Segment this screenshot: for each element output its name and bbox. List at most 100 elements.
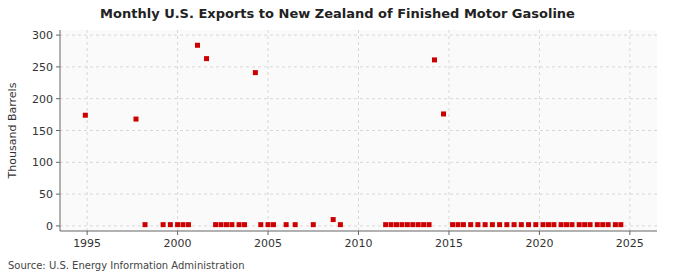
point — [237, 222, 242, 227]
point — [432, 57, 437, 62]
chart: 1995200020052010201520202025050100150200… — [0, 0, 675, 275]
point — [569, 222, 574, 227]
x-tick-label: 2025 — [616, 237, 644, 250]
x-grid-line — [629, 30, 630, 231]
axes: 1995200020052010201520202025050100150200… — [32, 29, 644, 250]
x-tick — [177, 231, 178, 235]
point — [526, 222, 531, 227]
point — [533, 222, 538, 227]
point — [504, 222, 509, 227]
point — [399, 222, 404, 227]
point — [483, 222, 488, 227]
y-tick-label: 0 — [46, 220, 53, 233]
point — [606, 222, 611, 227]
point — [559, 222, 564, 227]
point — [253, 70, 258, 75]
point — [595, 222, 600, 227]
x-tick — [358, 231, 359, 235]
plot-background — [60, 30, 657, 231]
x-tick-label: 1995 — [73, 237, 101, 250]
point — [229, 222, 234, 227]
point — [405, 222, 410, 227]
chart-container: 1995200020052010201520202025050100150200… — [0, 0, 675, 275]
point — [427, 222, 432, 227]
point — [577, 222, 582, 227]
y-tick — [56, 162, 60, 163]
point — [224, 222, 229, 227]
point — [519, 222, 524, 227]
point — [181, 222, 186, 227]
point — [456, 222, 461, 227]
y-tick-label: 150 — [32, 125, 53, 138]
points — [83, 43, 623, 227]
point — [213, 222, 218, 227]
point — [161, 222, 166, 227]
title: Monthly U.S. Exports to New Zealand of F… — [100, 6, 575, 21]
x-tick-label: 2010 — [345, 237, 373, 250]
point — [618, 222, 623, 227]
y-tick-label: 50 — [39, 188, 53, 201]
point — [219, 222, 224, 227]
point — [83, 113, 88, 118]
point — [475, 222, 480, 227]
y-tick — [56, 225, 60, 226]
point — [490, 222, 495, 227]
x-tick-label: 2020 — [525, 237, 553, 250]
y-tick — [56, 66, 60, 67]
point — [133, 117, 138, 122]
page: {"chart_data": {"type": "scatter", "titl… — [0, 0, 675, 275]
point — [551, 222, 556, 227]
x-tick — [268, 231, 269, 235]
point — [258, 222, 263, 227]
point — [389, 222, 394, 227]
point — [338, 222, 343, 227]
y-tick — [56, 194, 60, 195]
x-tick — [87, 231, 88, 235]
point — [143, 222, 148, 227]
point — [546, 222, 551, 227]
y-tick — [56, 98, 60, 99]
point — [284, 222, 289, 227]
point — [331, 217, 336, 222]
point — [410, 222, 415, 227]
y-tick-label: 200 — [32, 93, 53, 106]
point — [461, 222, 466, 227]
point — [394, 222, 399, 227]
point — [242, 222, 247, 227]
point — [416, 222, 421, 227]
x-grid-line — [87, 30, 88, 231]
x-tick-label: 2000 — [164, 237, 192, 250]
point — [293, 222, 298, 227]
y-tick — [56, 130, 60, 131]
point — [421, 222, 426, 227]
x-grid-line — [448, 30, 449, 231]
y-tick-label: 100 — [32, 156, 53, 169]
point — [266, 222, 271, 227]
x-tick — [448, 231, 449, 235]
point — [204, 56, 209, 61]
x-grid-line — [177, 30, 178, 231]
source-note: Source: U.S. Energy Information Administ… — [8, 260, 245, 271]
point — [497, 222, 502, 227]
point — [613, 222, 618, 227]
point — [512, 222, 517, 227]
point — [175, 222, 180, 227]
y-tick-label: 300 — [32, 29, 53, 42]
x-tick — [629, 231, 630, 235]
point — [588, 222, 593, 227]
grid — [60, 30, 657, 231]
point — [468, 222, 473, 227]
y-tick — [56, 35, 60, 36]
point — [271, 222, 276, 227]
point — [186, 222, 191, 227]
y-grid-line — [60, 35, 657, 36]
x-grid-line — [539, 30, 540, 231]
point — [582, 222, 587, 227]
y-tick-label: 250 — [32, 61, 53, 74]
x-grid-line — [268, 30, 269, 231]
point — [600, 222, 605, 227]
point — [311, 222, 316, 227]
x-tick — [539, 231, 540, 235]
x-grid-line — [358, 30, 359, 231]
y-grid-line — [60, 130, 657, 131]
